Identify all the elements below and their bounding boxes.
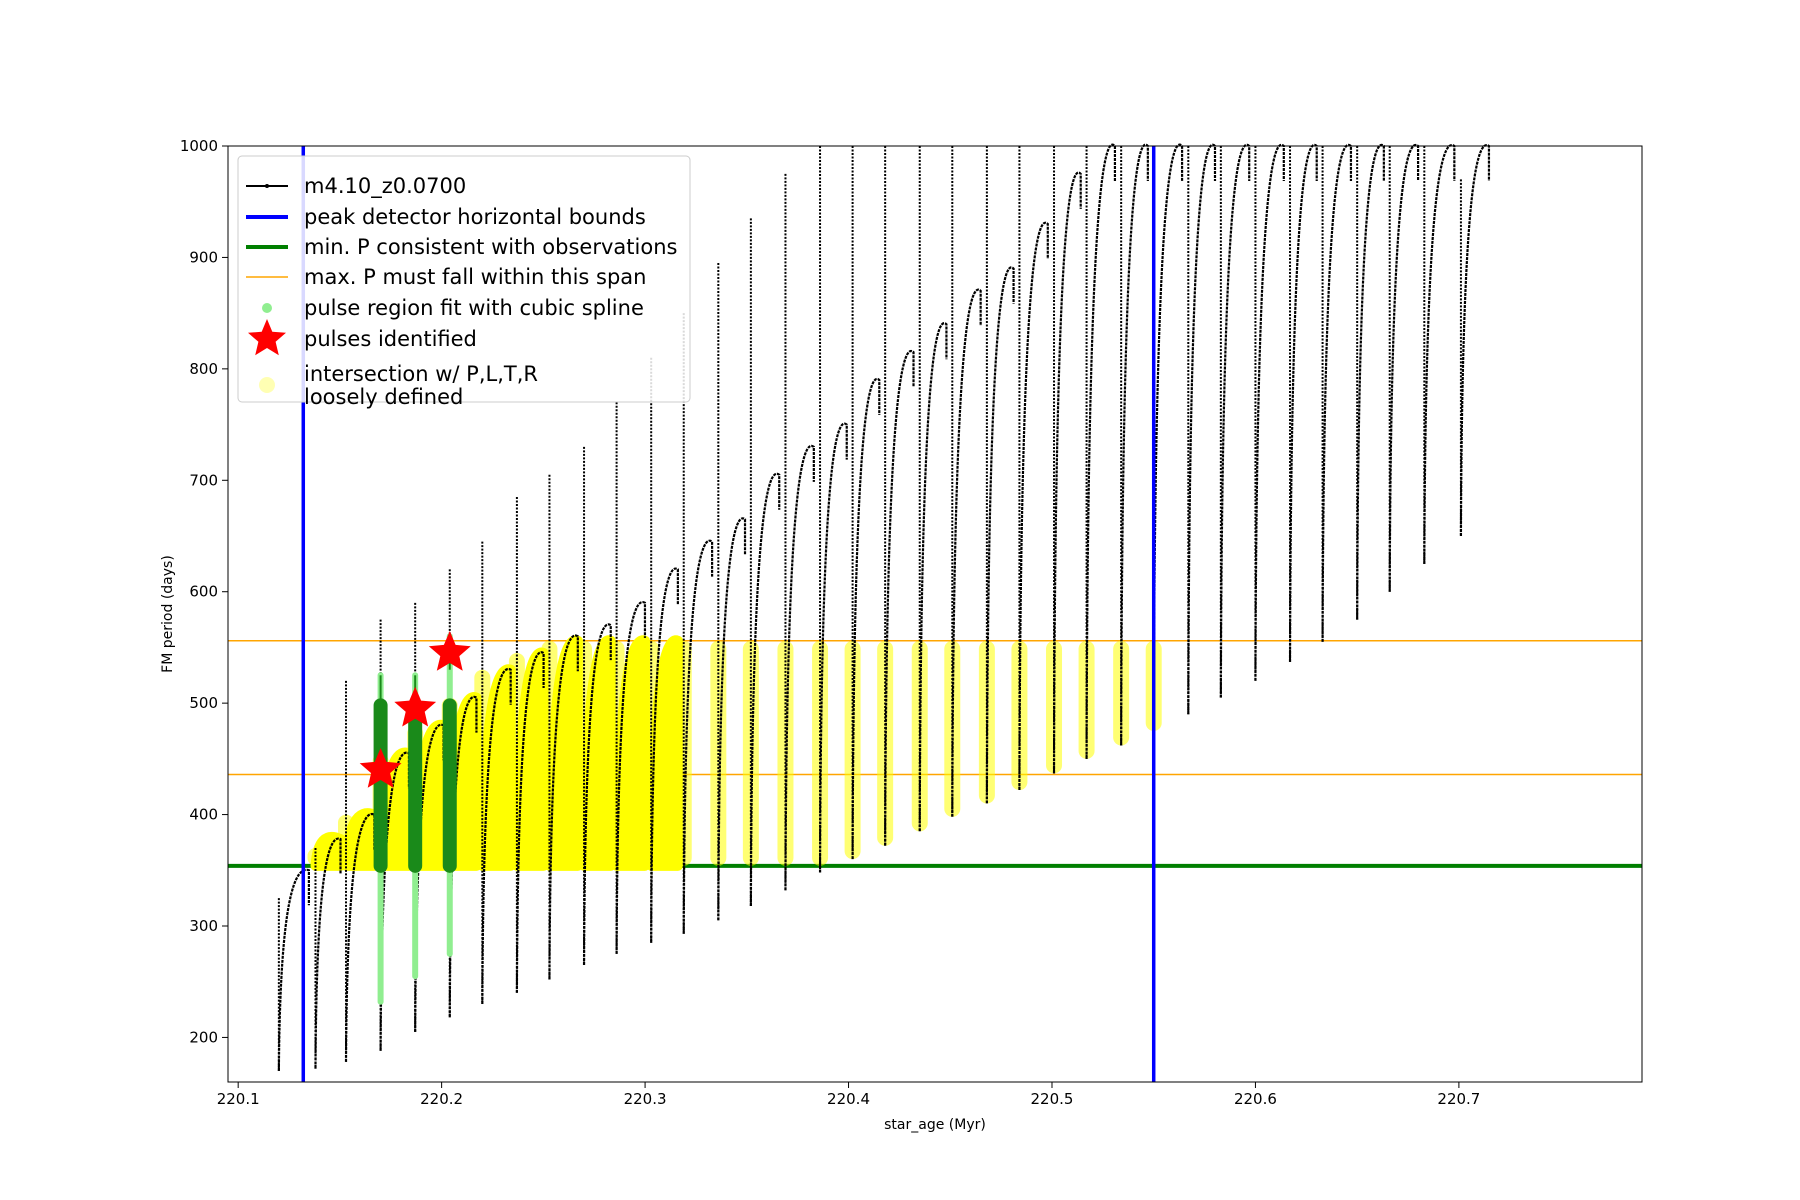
pulse-arc: [749, 472, 781, 906]
pulse-arc: [314, 837, 342, 1069]
y-tick-label: 600: [189, 583, 218, 601]
pulse-arc: [1085, 143, 1117, 759]
legend-label: peak detector horizontal bounds: [304, 205, 646, 229]
x-tick-label: 220.2: [420, 1090, 463, 1108]
pulse-arc: [784, 444, 815, 891]
legend-handle-spline: [262, 303, 272, 313]
pulse-arc: [515, 651, 545, 993]
y-tick-label: 1000: [180, 137, 218, 155]
pulse-arc: [1219, 143, 1251, 698]
y-tick-label: 800: [189, 360, 218, 378]
pulse-arc: [582, 623, 612, 966]
pulse-arc: [682, 539, 714, 934]
intersection-scatter-layer: [307, 635, 1162, 871]
x-axis-label: star_age (Myr): [884, 1117, 986, 1133]
y-tick-label: 200: [189, 1028, 218, 1046]
legend-label: loosely defined: [304, 385, 463, 409]
pulse-arc: [615, 600, 647, 954]
pulse-star-marker: [359, 748, 402, 788]
y-tick-label: 900: [189, 248, 218, 266]
pulse-arc: [650, 567, 679, 943]
x-tick-label: 220.6: [1234, 1090, 1277, 1108]
y-axis-label: FM period (days): [160, 555, 176, 673]
pulse-arc: [414, 723, 445, 1032]
y-tick-label: 300: [189, 917, 218, 935]
x-tick-label: 220.3: [624, 1090, 667, 1108]
legend-box: [237, 155, 691, 403]
legend-handle-intersection: [259, 377, 275, 393]
plot-frame: [227, 145, 1643, 1083]
intersection-arc: [646, 635, 683, 871]
pulse-arc: [818, 422, 848, 873]
pulse-arc: [1423, 143, 1456, 564]
legend-label: m4.10_z0.0700: [304, 174, 466, 199]
intersection-column: [911, 640, 928, 832]
pulse-stars-layer: [359, 631, 471, 788]
legend-handle-point: [265, 184, 269, 188]
pulse-arc: [851, 377, 881, 860]
pulse-arc: [1321, 143, 1353, 642]
pulse-arc: [548, 634, 579, 980]
intersection-column: [742, 640, 759, 866]
x-tick-label: 220.4: [827, 1090, 870, 1108]
legend-label: intersection w/ P,L,T,R: [304, 362, 538, 386]
pulse-arc: [1288, 143, 1318, 662]
intersection-arc: [310, 832, 346, 871]
axes-layer: 220.1 220.2 220.3 220.4 220.5 220.6 220.7 200 30…: [180, 137, 1481, 1108]
legend-label: pulses identified: [304, 327, 477, 351]
legend-label: max. P must fall within this span: [304, 265, 646, 289]
pulse-arc: [344, 812, 376, 1062]
spline-fit-layer: [373, 633, 457, 1005]
pulse-arc: [1388, 143, 1420, 592]
pulse-arc: [985, 266, 1015, 804]
pulse-arc: [481, 667, 512, 1005]
intersection-arc: [341, 808, 380, 871]
x-tick-label: 220.5: [1031, 1090, 1074, 1108]
pulse-arc: [1018, 221, 1049, 791]
x-tick-label: 220.7: [1437, 1090, 1480, 1108]
pulse-arc: [918, 322, 948, 832]
legend-handle-star: [248, 319, 286, 356]
y-tick-label: 400: [189, 806, 218, 824]
pulse-star-marker: [428, 631, 471, 671]
y-tick-label: 700: [189, 471, 218, 489]
legend-label: pulse region fit with cubic spline: [304, 296, 644, 320]
pulse-star-marker: [394, 686, 437, 727]
pulse-arc: [1187, 143, 1217, 715]
pulse-arc: [951, 288, 982, 817]
pulse-arc: [1254, 143, 1285, 681]
legend-label: min. P consistent with observations: [304, 235, 677, 259]
y-tick-label: 500: [189, 694, 218, 712]
pulse-arc: [1459, 144, 1491, 537]
pulse-arc: [884, 349, 915, 846]
pulse-arc: [717, 517, 747, 921]
pulse-arc: [1356, 143, 1385, 620]
x-tick-label: 220.1: [217, 1090, 260, 1108]
